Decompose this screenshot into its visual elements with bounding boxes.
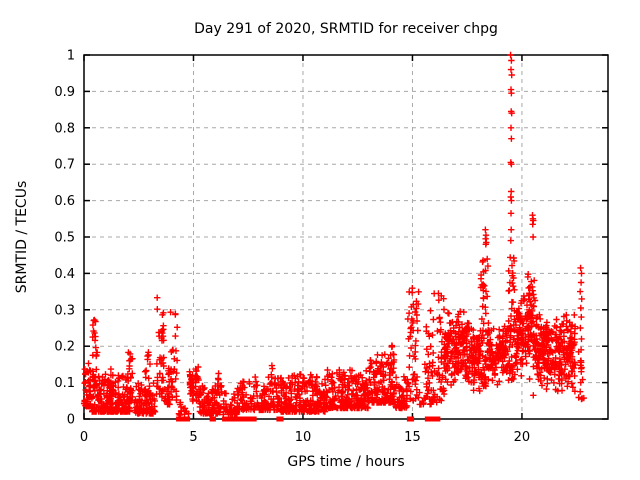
zero-value-marker-run: [432, 416, 441, 422]
tick-labels: 0 5 10 15 20 0 0.1 0.2 0.3 0.4 0.5 0.6 0.7 0.8 0.9 1: [54, 49, 530, 446]
x-tick-label: 0: [80, 430, 88, 445]
x-axis-label: GPS time / hours: [287, 454, 404, 470]
x-tick-label: 5: [189, 430, 197, 445]
zero-value-marker-run: [406, 416, 415, 422]
scatter-plus-markers: [80, 51, 587, 419]
y-tick-label: 0.1: [54, 376, 75, 391]
y-tick-label: 0: [67, 413, 75, 428]
x-tick-label: 10: [295, 430, 312, 445]
zero-value-marker-run: [249, 416, 257, 422]
y-tick-label: 0.4: [54, 267, 75, 282]
y-tick-label: 0.9: [54, 85, 75, 100]
y-tick-label: 1: [67, 49, 75, 64]
x-tick-label: 15: [404, 430, 421, 445]
x-tick-label: 20: [514, 430, 531, 445]
axes-and-ticks: [83, 54, 609, 420]
zero-value-marker-run: [276, 416, 284, 422]
zero-value-marker-run: [209, 416, 216, 422]
y-tick-label: 0.5: [54, 231, 75, 246]
data-points: [80, 51, 587, 422]
y-tick-label: 0.2: [54, 340, 75, 355]
zero-value-marker-run: [424, 416, 436, 422]
y-tick-label: 0.7: [54, 158, 75, 173]
y-tick-label: 0.6: [54, 194, 75, 209]
y-tick-label: 0.3: [54, 303, 75, 318]
zero-value-marker-run: [176, 416, 187, 422]
zero-value-marker-run: [234, 416, 251, 422]
zero-value-marker-run: [222, 416, 232, 422]
chart-title: Day 291 of 2020, SRMTID for receiver chp…: [194, 21, 498, 37]
zero-value-marker-run: [182, 416, 191, 422]
y-tick-label: 0.8: [54, 121, 75, 136]
zero-value-marker-run: [227, 416, 237, 422]
y-axis-label: SRMTID / TECUs: [14, 181, 30, 294]
